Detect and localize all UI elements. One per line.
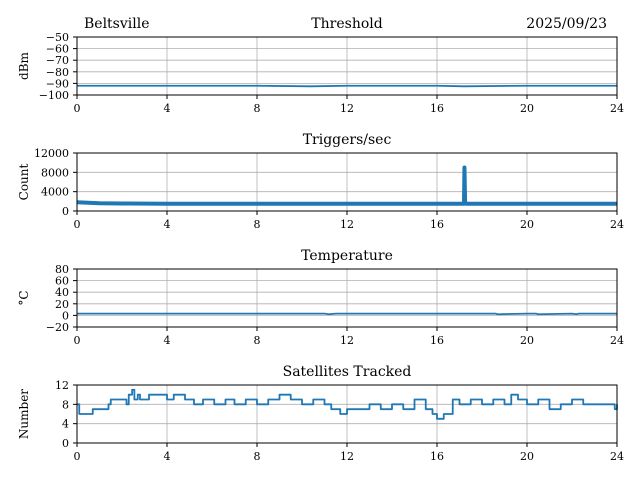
x-tick-label: 4: [164, 218, 171, 231]
x-tick-label: 20: [520, 334, 534, 347]
y-tick-label: 20: [55, 298, 69, 311]
y-tick-label: 60: [55, 275, 69, 288]
x-tick-label: 16: [430, 334, 444, 347]
y-tick-label: 4000: [41, 186, 69, 199]
x-tick-label: 12: [340, 218, 354, 231]
y-tick-label: −100: [39, 89, 69, 102]
y-tick-label: −60: [46, 43, 69, 56]
x-tick-label: 16: [430, 218, 444, 231]
x-tick-label: 16: [430, 450, 444, 463]
y-axis-label: Number: [17, 389, 31, 439]
series-line: [77, 388, 618, 420]
x-tick-label: 4: [164, 334, 171, 347]
y-axis-label: Count: [17, 163, 31, 200]
y-tick-label: −20: [46, 321, 69, 334]
series-line: [76, 165, 617, 206]
y-tick-label: 12: [55, 379, 69, 392]
y-tick-label: 12000: [34, 147, 69, 160]
y-tick-label: 40: [55, 286, 69, 299]
x-tick-label: 20: [520, 218, 534, 231]
chart-panel-4: 0 4 8 12 16 20 24 0 4 8 12 Satellites Tracked Number: [17, 364, 624, 463]
y-tick-label: −80: [46, 66, 69, 79]
x-tick-label: 8: [254, 450, 261, 463]
x-tick-label: 12: [340, 334, 354, 347]
charts-container: 0 4 8 12 16 20 24 −100−90−80−70−60−50 Threshold d…: [17, 16, 624, 463]
x-tick-label: 24: [610, 218, 624, 231]
y-tick-label: −90: [46, 77, 69, 90]
series-line: [77, 312, 617, 316]
x-tick-label: 24: [610, 334, 624, 347]
x-tick-label: 4: [164, 102, 171, 115]
y-tick-label: 80: [55, 263, 69, 276]
x-tick-label: 4: [164, 450, 171, 463]
x-tick-label: 24: [610, 450, 624, 463]
date-label: 2025/09/23: [526, 16, 607, 32]
x-tick-label: 24: [610, 102, 624, 115]
y-tick-label: 8: [62, 398, 69, 411]
y-tick-label: −50: [46, 31, 69, 44]
x-tick-label: 0: [74, 218, 81, 231]
series-line: [77, 84, 617, 88]
x-tick-label: 12: [340, 102, 354, 115]
station-label: Beltsville: [84, 16, 150, 32]
y-tick-label: 0: [62, 205, 69, 218]
x-tick-label: 8: [254, 334, 261, 347]
x-tick-label: 8: [254, 102, 261, 115]
x-tick-label: 20: [520, 102, 534, 115]
chart-title: Temperature: [301, 248, 393, 264]
y-tick-label: 8000: [41, 166, 69, 179]
chart-panel-1: 0 4 8 12 16 20 24 −100−90−80−70−60−50 Threshold d…: [17, 16, 624, 115]
y-tick-label: 0: [62, 437, 69, 450]
x-tick-label: 20: [520, 450, 534, 463]
x-tick-label: 0: [74, 450, 81, 463]
y-axis-label: °C: [17, 290, 31, 305]
y-tick-label: 4: [62, 418, 69, 431]
x-tick-label: 8: [254, 218, 261, 231]
chart-title: Triggers/sec: [303, 132, 392, 148]
x-tick-label: 12: [340, 450, 354, 463]
y-tick-label: 0: [62, 309, 69, 322]
chart-panel-2: 0 4 8 12 16 20 24 0 4000 8000 12000 Triggers/sec Cou…: [17, 132, 624, 231]
x-tick-label: 0: [74, 102, 81, 115]
x-tick-label: 0: [74, 334, 81, 347]
chart-title: Threshold: [311, 16, 382, 32]
y-tick-label: −70: [46, 54, 69, 67]
y-axis-label: dBm: [17, 51, 31, 80]
x-tick-label: 16: [430, 102, 444, 115]
chart-title: Satellites Tracked: [283, 364, 412, 380]
